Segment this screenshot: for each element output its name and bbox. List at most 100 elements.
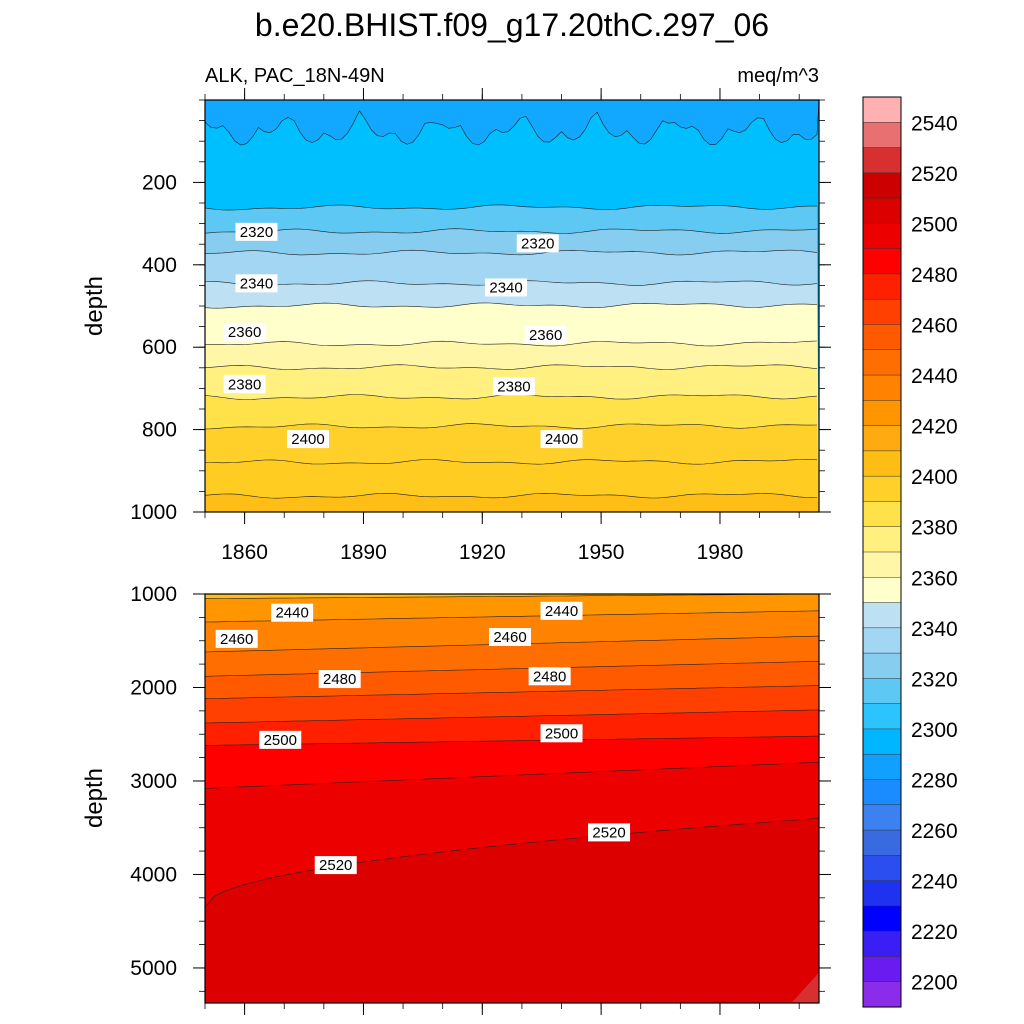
colorbar-swatch [862, 425, 902, 452]
top-contour-label: 2380 [223, 375, 266, 394]
colorbar-swatch [862, 981, 902, 1008]
top-contour-label: 2320 [235, 222, 278, 241]
colorbar-tick-label: 2200 [911, 972, 958, 995]
top-contour-label-bg [223, 322, 266, 341]
top-contour-label: 2340 [235, 274, 278, 293]
colorbar-tick-label: 2260 [911, 820, 958, 843]
bottom-contour-label: 2480 [318, 670, 361, 689]
bottom-contour-label: 2440 [271, 603, 314, 622]
colorbar-swatch [862, 703, 902, 730]
colorbar-swatch [862, 450, 902, 477]
top-contour-line-2400 [205, 423, 818, 430]
bottom-band-2510 [205, 818, 819, 1003]
colorbar-swatch [862, 324, 902, 351]
top-contour-label-text: 2360 [228, 324, 261, 341]
top-contour-label: 2380 [492, 377, 535, 396]
top-x-tick-label: 1860 [221, 541, 268, 564]
upper-panel-axes: 200 400 600 800 1000 1860 1890 1920 1950 1980 [130, 88, 831, 564]
bottom-contour-label: 2460 [489, 628, 532, 647]
colorbar-swatch [862, 273, 902, 300]
colorbar-swatch [862, 905, 902, 932]
colorbar-swatch [862, 374, 902, 401]
top-contour-label: 2400 [540, 430, 583, 449]
colorbar-tick-label: 2520 [911, 163, 958, 186]
colorbar-tick-label: 2400 [911, 466, 958, 489]
top-contour-label-bg [516, 234, 559, 253]
bottom-y-tick-label: 1000 [130, 583, 177, 606]
colorbar-swatch [862, 223, 902, 250]
top-contour-line-2380 [205, 364, 818, 370]
top-contour-label: 2320 [516, 234, 559, 253]
colorbar-tick-label: 2480 [911, 264, 958, 287]
top-contour-label-text: 2400 [291, 431, 324, 448]
bottom-contour-label-bg [318, 670, 361, 689]
bottom-contour-label-bg [259, 730, 302, 749]
top-contour-label-text: 2320 [521, 235, 554, 252]
top-contour-label-text: 2320 [240, 224, 273, 241]
top-y-tick-label: 200 [142, 171, 177, 194]
top-contour-label-text: 2380 [497, 378, 530, 395]
colorbar-swatch [862, 602, 902, 629]
bottom-contour-label-text: 2440 [545, 603, 578, 620]
top-contour-label-bg [235, 222, 278, 241]
top-contour-label-bg [492, 377, 535, 396]
top-x-tick-label: 1890 [340, 541, 387, 564]
bottom-contour-label-bg [588, 823, 631, 842]
top-band-2420 [205, 493, 819, 512]
top-contour-label-text: 2380 [228, 376, 261, 393]
bottom-contour-line-2470 [205, 685, 819, 699]
bottom-contour-line-2430 [205, 594, 819, 599]
colorbar: 2200 2220 2240 2260 2280 2300 2320 2340 2360 2380… [862, 96, 958, 1008]
top-contour-label: 2360 [223, 322, 266, 341]
bottom-contour-line-2490 [205, 735, 819, 746]
upper-panel-contour-lines [205, 204, 818, 499]
top-y-tick-label: 600 [142, 336, 177, 359]
top-x-tick-label: 1950 [578, 541, 625, 564]
colorbar-swatch [862, 678, 902, 705]
top-contour-label: 2340 [485, 278, 528, 297]
deep-corner-band [791, 972, 819, 1003]
bottom-contour-label: 2440 [540, 601, 583, 620]
colorbar-frame [862, 96, 902, 1008]
top-contour-line-2360 [205, 302, 818, 309]
top-x-tick-label: 1920 [459, 541, 506, 564]
lower-depth-panel: 2440 2440 2460 2460 2480 2480 2500 2500 2520 2520… [81, 583, 831, 1015]
units-label: meq/m^3 [737, 65, 819, 87]
colorbar-tick-label: 2240 [911, 871, 958, 894]
top-contour-line-2410 [205, 459, 818, 465]
bottom-y-tick-label: 4000 [130, 863, 177, 886]
top-contour-label-bg [223, 375, 266, 394]
top-contour-label-bg [485, 278, 528, 297]
bottom-contour-label-bg [271, 603, 314, 622]
colorbar-swatch [862, 627, 902, 654]
upper-panel-contour-labels: 2320 2320 2340 2340 2360 2360 2380 2380 2400 2400 [223, 222, 583, 449]
top-contour-line-2330 [205, 228, 818, 234]
upper-panel-filled-contours [205, 100, 819, 512]
bottom-contour-label-bg [540, 724, 583, 743]
variable-region-label: ALK, PAC_18N-49N [205, 65, 385, 87]
bottom-contour-label-text: 2480 [533, 668, 566, 685]
bottom-contour-label-text: 2440 [275, 605, 308, 622]
lower-panel-axes: 1000 2000 3000 4000 5000 [130, 583, 831, 1015]
top-contour-line-2320 [205, 204, 817, 211]
colorbar-swatch [862, 829, 902, 856]
bottom-y-tick-label: 2000 [130, 676, 177, 699]
colorbar-swatch [862, 501, 902, 528]
colorbar-swatch [862, 349, 902, 376]
bottom-contour-label: 2460 [215, 629, 258, 648]
colorbar-swatch [862, 197, 902, 224]
bottom-contour-line-2460 [205, 661, 819, 677]
bottom-contour-label-bg [314, 856, 357, 875]
top-contour-label-text: 2340 [240, 275, 273, 292]
bottom-contour-label-text: 2520 [592, 824, 625, 841]
colorbar-swatch [862, 577, 902, 604]
colorbar-tick-label: 2420 [911, 416, 958, 439]
colorbar-tick-label: 2460 [911, 315, 958, 338]
bottom-contour-label-text: 2520 [319, 857, 352, 874]
colorbar-swatch [862, 804, 902, 831]
top-contour-label: 2400 [286, 430, 329, 449]
colorbar-swatch [862, 779, 902, 806]
colorbar-swatch [862, 956, 902, 983]
top-contour-label-bg [540, 430, 583, 449]
